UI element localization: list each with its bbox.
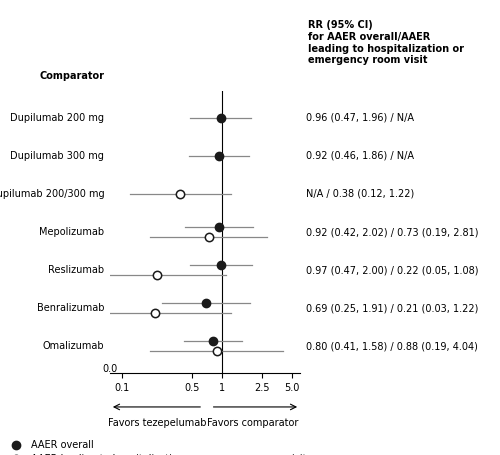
- Text: Mepolizumab: Mepolizumab: [39, 227, 104, 237]
- Text: Benralizumab: Benralizumab: [37, 303, 104, 313]
- Text: Favors comparator: Favors comparator: [207, 418, 298, 428]
- Text: 0.96 (0.47, 1.96) / N/A: 0.96 (0.47, 1.96) / N/A: [306, 113, 414, 123]
- Text: N/A / 0.38 (0.12, 1.22): N/A / 0.38 (0.12, 1.22): [306, 189, 414, 199]
- Text: Dupilumab 200 mg: Dupilumab 200 mg: [10, 113, 104, 123]
- Text: 0.92 (0.42, 2.02) / 0.73 (0.19, 2.81): 0.92 (0.42, 2.02) / 0.73 (0.19, 2.81): [306, 227, 478, 237]
- Text: Comparator: Comparator: [40, 71, 104, 81]
- Text: RR (95% CI)
for AAER overall/AAER
leading to hospitalization or
emergency room v: RR (95% CI) for AAER overall/AAER leadin…: [308, 20, 464, 65]
- Text: Dupilumab 200/300 mg: Dupilumab 200/300 mg: [0, 189, 104, 199]
- Text: 0.0: 0.0: [102, 364, 118, 374]
- Text: Omalizumab: Omalizumab: [42, 341, 104, 351]
- Text: Reslizumab: Reslizumab: [48, 265, 104, 275]
- Text: 0.69 (0.25, 1.91) / 0.21 (0.03, 1.22): 0.69 (0.25, 1.91) / 0.21 (0.03, 1.22): [306, 303, 478, 313]
- Text: Favors tezepelumab: Favors tezepelumab: [108, 418, 207, 428]
- Text: 0.80 (0.41, 1.58) / 0.88 (0.19, 4.04): 0.80 (0.41, 1.58) / 0.88 (0.19, 4.04): [306, 341, 478, 351]
- Legend: AAER overall, AAER leading to hospitalization or emergency room visit: AAER overall, AAER leading to hospitaliz…: [6, 440, 306, 455]
- Text: Dupilumab 300 mg: Dupilumab 300 mg: [10, 151, 104, 161]
- Text: 0.92 (0.46, 1.86) / N/A: 0.92 (0.46, 1.86) / N/A: [306, 151, 414, 161]
- Text: 0.97 (0.47, 2.00) / 0.22 (0.05, 1.08): 0.97 (0.47, 2.00) / 0.22 (0.05, 1.08): [306, 265, 478, 275]
